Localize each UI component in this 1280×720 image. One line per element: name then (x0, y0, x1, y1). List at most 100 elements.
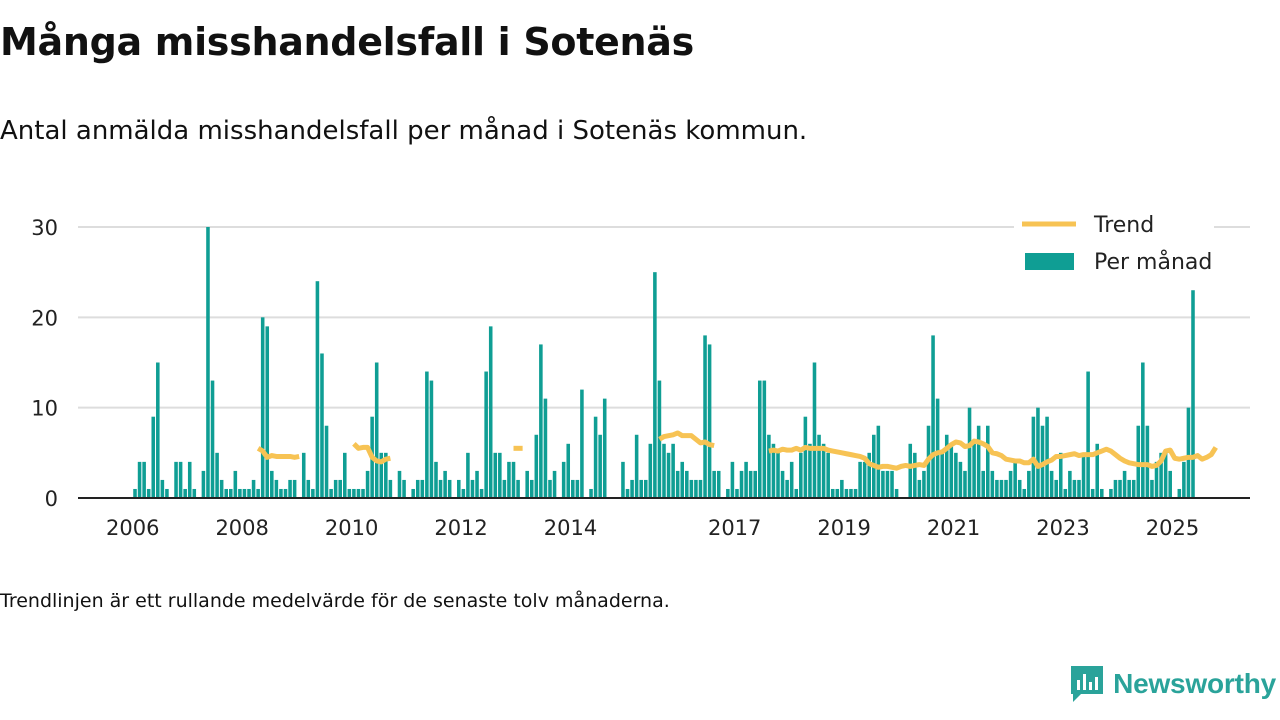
bar (571, 479, 575, 498)
bar (1022, 488, 1027, 498)
bar (762, 380, 767, 498)
bar (343, 452, 347, 498)
bar (1008, 470, 1013, 498)
bar (516, 479, 520, 498)
bar (1013, 461, 1017, 498)
bar (365, 470, 370, 498)
bar (329, 488, 333, 498)
bar (1159, 452, 1163, 498)
bar (726, 488, 730, 498)
bar (703, 335, 707, 498)
bar (986, 425, 990, 498)
bar (881, 470, 885, 498)
bar (142, 461, 146, 498)
bar (972, 443, 976, 498)
bar (1063, 488, 1068, 498)
x-tick-label: 2021 (927, 516, 980, 540)
bar (940, 452, 944, 498)
bar (771, 443, 776, 498)
bar (1191, 290, 1195, 498)
bar (301, 452, 306, 498)
bar (849, 488, 853, 498)
bar (384, 452, 388, 498)
bar (917, 479, 922, 498)
bar (780, 470, 785, 498)
bar (995, 479, 999, 498)
bar (320, 353, 324, 498)
trend-line-segment (352, 442, 391, 465)
bar (374, 362, 379, 498)
bar (999, 479, 1004, 498)
bar (1131, 479, 1136, 498)
bar (598, 434, 602, 498)
y-axis-labels: 0 10 20 30 (31, 216, 58, 511)
x-tick-label: 2025 (1146, 516, 1199, 540)
bar (689, 479, 694, 498)
bar (160, 479, 165, 498)
bar (862, 461, 867, 498)
bar (990, 470, 995, 498)
bar (270, 470, 274, 498)
x-tick-label: 2006 (106, 516, 159, 540)
bar (265, 326, 270, 498)
footnote: Trendlinjen är ett rullande medelvärde f… (0, 590, 670, 612)
bar (324, 425, 329, 498)
bar (233, 470, 238, 498)
bar (1100, 488, 1104, 498)
x-tick-label: 2010 (325, 516, 378, 540)
bar (457, 479, 461, 498)
bar (1145, 425, 1150, 498)
bar (944, 434, 949, 498)
bar (712, 470, 716, 498)
bar (698, 479, 703, 498)
bar (1095, 443, 1100, 498)
bar (593, 416, 598, 498)
trend-line-segment (256, 446, 300, 460)
bar (548, 479, 552, 498)
bar (580, 389, 584, 498)
bar (1136, 425, 1141, 498)
bar (388, 479, 393, 498)
bar (835, 488, 840, 498)
bar (1177, 488, 1182, 498)
trend-line-segment (658, 430, 715, 449)
bar (1090, 488, 1095, 498)
bar (735, 488, 739, 498)
bar (219, 479, 224, 498)
bar (315, 281, 320, 498)
bar (958, 461, 963, 498)
bar (411, 488, 415, 498)
bar (981, 470, 985, 498)
bar (461, 488, 466, 498)
bar (525, 470, 529, 498)
bar (260, 317, 265, 498)
brand[interactable]: Newsworthy (1069, 662, 1276, 706)
bar (288, 479, 292, 498)
bar (808, 443, 812, 498)
bar (967, 407, 972, 498)
bar (913, 452, 917, 498)
bar (876, 425, 881, 498)
x-tick-label: 2014 (544, 516, 597, 540)
bar (174, 461, 178, 498)
bar (534, 434, 539, 498)
bar (402, 479, 406, 498)
bar (685, 470, 689, 498)
bar (894, 488, 899, 498)
bar (356, 488, 361, 498)
legend: Trend Per månad (1014, 212, 1214, 280)
bar (621, 461, 625, 498)
bar (352, 488, 356, 498)
bar (493, 452, 498, 498)
bar (133, 488, 137, 498)
bar (151, 416, 156, 498)
bar (858, 461, 862, 498)
bar (438, 479, 443, 498)
bar (475, 470, 479, 498)
x-tick-label: 2023 (1036, 516, 1089, 540)
bar (648, 443, 653, 498)
y-tick-label: 30 (31, 216, 58, 240)
bar (949, 443, 954, 498)
bar (511, 461, 516, 498)
bar (931, 335, 935, 498)
